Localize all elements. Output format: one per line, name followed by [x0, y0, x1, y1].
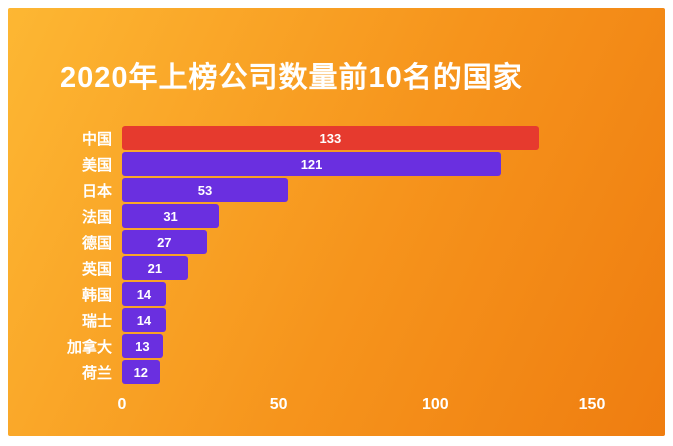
bar-track: 14 — [122, 308, 639, 332]
bar-track: 12 — [122, 360, 639, 384]
value-label: 13 — [135, 338, 150, 354]
chart-row: 中国 133 — [38, 126, 639, 150]
bar-chart: 中国 133 美国 121 日本 53 法国 31 德国 27 英国 21 韩国 14 瑞士 14 加拿大 13 荷… — [38, 126, 639, 424]
value-label: 14 — [136, 312, 152, 328]
category-label: 日本 — [81, 182, 112, 200]
category-label: 中国 — [81, 130, 112, 148]
chart-row: 法国 31 — [38, 204, 639, 228]
bar: 133 — [122, 126, 539, 150]
bar-track: 27 — [122, 230, 639, 254]
bar: 14 — [122, 282, 166, 306]
bar: 21 — [122, 256, 188, 280]
bar: 53 — [122, 178, 289, 202]
chart-row: 荷兰 12 — [38, 360, 639, 384]
chart-row: 美国 121 — [38, 152, 639, 176]
bar-track: 53 — [122, 178, 639, 202]
chart-row: 瑞士 14 — [38, 308, 639, 332]
bar-track: 133 — [122, 126, 639, 150]
bar-track: 21 — [122, 256, 639, 280]
bar-track: 31 — [122, 204, 639, 228]
category-label: 加拿大 — [66, 338, 112, 356]
bar: 121 — [122, 152, 502, 176]
bar-track: 13 — [122, 334, 639, 358]
bar: 13 — [122, 334, 163, 358]
chart-rows: 中国 133 美国 121 日本 53 法国 31 德国 27 英国 21 韩国 14 瑞士 14 加拿大 13 荷… — [38, 126, 639, 384]
x-axis-tick-label: 0 — [117, 396, 127, 413]
value-label: 31 — [163, 208, 178, 224]
chart-row: 英国 21 — [38, 256, 639, 280]
bar: 14 — [122, 308, 166, 332]
bar: 27 — [122, 230, 207, 254]
chart-row: 日本 53 — [38, 178, 639, 202]
chart-row: 德国 27 — [38, 230, 639, 254]
category-label: 荷兰 — [81, 364, 112, 382]
value-label: 133 — [319, 130, 342, 146]
bar-track: 121 — [122, 152, 639, 176]
x-axis: 0 50 100 150 — [118, 394, 639, 420]
category-label: 法国 — [81, 208, 112, 226]
category-label: 瑞士 — [81, 312, 112, 330]
chart-title: 2020年上榜公司数量前10名的国家 — [60, 62, 523, 94]
bar-track: 14 — [122, 282, 639, 306]
value-label: 121 — [300, 156, 323, 172]
category-label: 美国 — [81, 156, 112, 174]
category-label: 英国 — [81, 260, 112, 278]
value-label: 27 — [157, 234, 172, 250]
chart-row: 加拿大 13 — [38, 334, 639, 358]
x-axis-tick-label: 150 — [578, 396, 606, 413]
value-label: 21 — [147, 260, 163, 276]
value-label: 12 — [133, 364, 149, 380]
category-label: 德国 — [81, 234, 112, 252]
x-axis-tick-label: 100 — [421, 396, 449, 413]
chart-card: 2020年上榜公司数量前10名的国家 中国 133 美国 121 日本 53 法国 31 德国 2… — [8, 8, 665, 436]
bar: 12 — [122, 360, 160, 384]
value-label: 53 — [197, 182, 213, 198]
bar: 31 — [122, 204, 220, 228]
value-label: 14 — [136, 286, 152, 302]
chart-row: 韩国 14 — [38, 282, 639, 306]
x-axis-tick-label: 50 — [269, 396, 288, 413]
category-label: 韩国 — [81, 286, 112, 304]
